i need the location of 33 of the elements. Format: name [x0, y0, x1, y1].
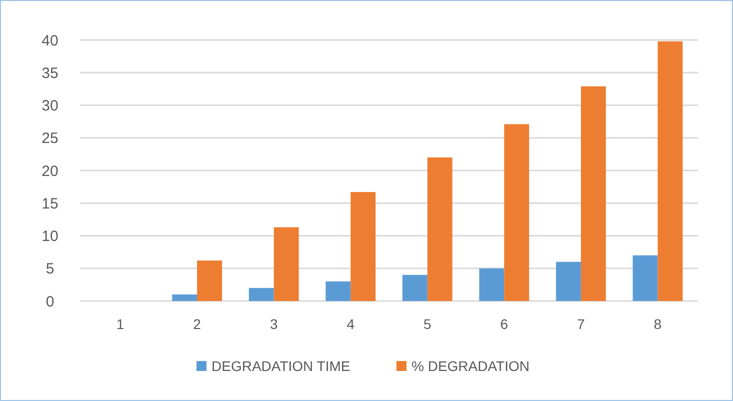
bar [402, 274, 428, 301]
y-tick-label: 10 [42, 228, 58, 245]
x-tick-label: 2 [193, 316, 202, 332]
y-tick-label: 15 [42, 195, 58, 212]
y-tick-label: 20 [42, 162, 58, 180]
bar [580, 86, 606, 301]
x-tick-label: 7 [577, 316, 586, 332]
x-tick-label: 5 [423, 316, 432, 332]
x-tick-label: 8 [654, 316, 662, 332]
bar [350, 192, 376, 301]
bar [197, 260, 222, 301]
bar [172, 294, 198, 301]
bar [632, 255, 658, 301]
legend-label: DEGRADATION TIME [212, 358, 350, 374]
bar [274, 227, 299, 301]
y-tick-label: 5 [46, 260, 54, 278]
bar [248, 288, 274, 301]
legend-label: % DEGRADATION [412, 358, 530, 374]
bar [326, 281, 351, 301]
y-tick-label: 30 [42, 98, 58, 114]
y-tick-label: 40 [42, 32, 58, 50]
bar [504, 124, 530, 301]
x-tick-label: 4 [346, 316, 355, 332]
x-tick-label: 3 [270, 316, 278, 332]
bar [427, 157, 452, 301]
bar [556, 262, 581, 301]
y-tick-label: 35 [42, 64, 58, 82]
bar [658, 41, 683, 301]
bar [479, 268, 504, 301]
x-tick-label: 6 [500, 316, 508, 332]
y-tick-label: 0 [46, 293, 54, 310]
x-tick-label: 1 [116, 316, 124, 332]
y-tick-label: 25 [42, 130, 58, 148]
